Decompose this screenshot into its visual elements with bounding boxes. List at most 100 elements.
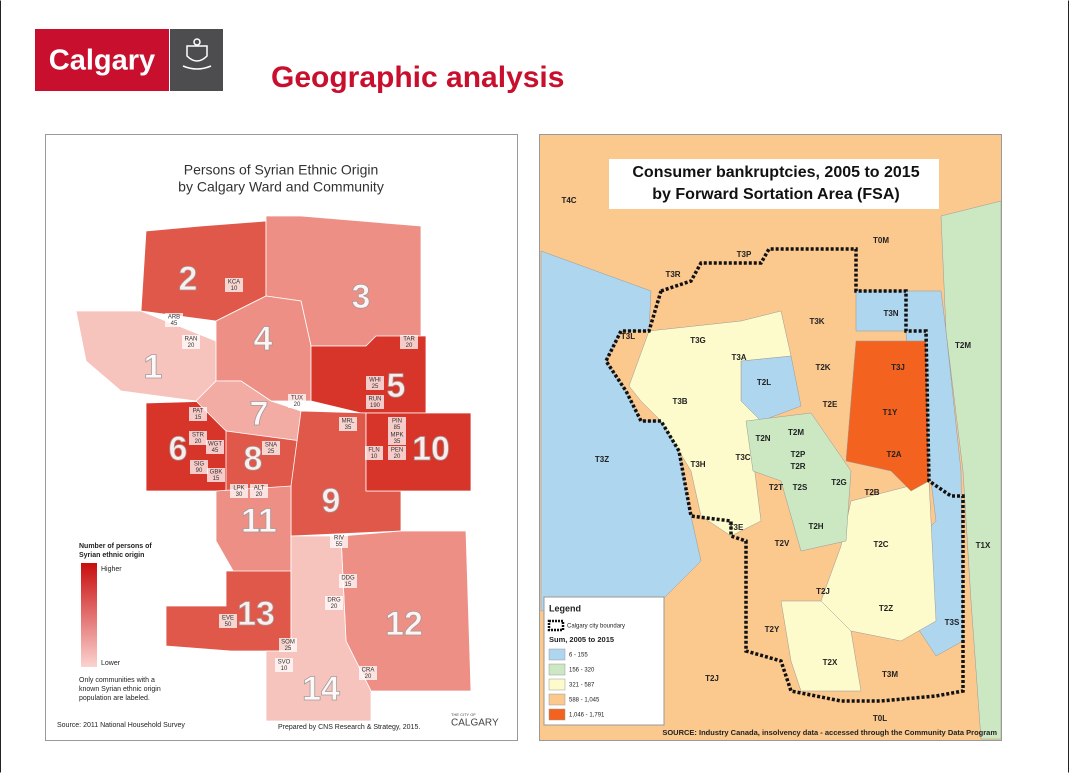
community-label-box [339,417,357,431]
legend-title: Syrian ethnic origin [79,552,144,559]
map-title: Persons of Syrian Ethnic Origin [184,162,379,178]
legend-gradient [81,563,97,667]
legend-note: Only communities with a [79,677,155,684]
fsa-label: T0L [873,714,887,723]
legend-boundary: Calgary city boundary [567,624,625,630]
city-boundary [603,247,965,703]
ward-number: 6 [169,430,188,468]
right-title-box [609,159,939,209]
legend-high: Higher [101,566,122,573]
community-code: EVE [222,616,234,622]
fsa-label: T2S [793,483,808,492]
community-value: 35 [345,425,352,431]
fsa-label: T2P [791,450,806,459]
fsa-label: T2A [886,450,901,459]
fsa-label: T2C [873,540,888,549]
community-value: 15 [213,476,220,482]
fsa-label: T2B [864,488,879,497]
community-code: MPK [390,433,403,439]
community-value: 45 [212,448,219,454]
fsa-region [745,412,852,552]
community-code: FLN [368,448,379,454]
community-code: SOM [281,640,295,646]
ward-number: 2 [179,260,198,298]
community-label-box [225,278,243,292]
fsa-label: T2J [705,674,719,683]
community-code: KCA [228,280,240,286]
community-label-box [400,335,418,349]
fsa-label: T2Z [879,604,893,613]
fsa-label: T3Z [595,455,609,464]
community-value: 20 [256,492,263,498]
fsa-label: T2M [788,428,804,437]
community-code: SIG [194,462,205,468]
community-value: 20 [406,343,413,349]
ward-number: 1 [144,348,163,386]
community-label-box [206,440,224,454]
community-code: PIN [392,419,402,425]
community-code: SVO [278,660,291,666]
source: SOURCE: Industry Canada, insolvency data… [662,728,997,737]
community-code: CRA [362,668,375,674]
community-value: 20 [188,343,195,349]
community-label-box [339,574,357,588]
community-label-box [262,441,280,455]
community-value: 190 [370,403,381,409]
community-label-box [207,468,225,482]
legend-title: Number of persons of [79,543,152,550]
community-value: 15 [195,415,202,421]
ward-number: 13 [237,595,275,633]
fsa-label: T3H [690,460,705,469]
community-value: 20 [294,402,301,408]
community-value: 10 [281,666,288,672]
legend-swatch [548,648,566,661]
community-label-box [279,638,297,652]
ward-number: 7 [250,395,269,433]
logo-text: Calgary [49,45,155,77]
map-title: by Forward Sortation Area (FSA) [652,186,899,203]
community-code: DDG [341,576,355,582]
fsa-label: T2G [831,478,847,487]
community-value: 10 [231,286,238,292]
map-title: by Calgary Ward and Community [178,179,384,195]
legend-scale-title: Sum, 2005 to 2015 [549,635,614,644]
community-value: 10 [371,454,378,460]
community-value: 30 [236,492,243,498]
community-value: 55 [336,542,343,548]
community-label-box [388,431,406,445]
fsa-label: T2V [775,539,790,548]
community-label-box [388,417,406,431]
community-code: DRG [327,598,341,604]
fsa-label: T3S [945,618,960,627]
fsa-label: T3N [883,309,898,318]
fsa-label: T3M [882,670,898,679]
community-label-box [388,446,406,460]
legend-swatch [548,708,566,721]
community-code: PEN [391,448,403,454]
community-label-box [330,534,348,548]
community-value: 35 [394,439,401,445]
community-value: 90 [196,468,203,474]
fsa-label: T3A [731,353,746,362]
ward-number: 5 [387,367,406,405]
legend-title: Legend [549,603,581,613]
community-code: LPK [233,486,244,492]
community-label-box [275,658,293,672]
fsa-label: T2N [755,434,770,443]
ward-number: 14 [302,670,340,708]
legend-note: known Syrian ethnic origin [79,686,161,693]
fsa-label: T2X [823,658,838,667]
logo-box [35,29,169,91]
community-code: RUN [369,397,382,403]
fsa-label: T0M [873,236,889,245]
boundary-swatch [547,619,565,632]
community-label-box [325,596,343,610]
fsa-region [628,310,792,537]
crest-icon [182,38,212,70]
ward-shape [225,430,302,492]
fsa-label: T2E [823,400,838,409]
legend-swatch [548,678,566,691]
community-label-box [189,431,207,445]
ward-map [75,215,472,722]
